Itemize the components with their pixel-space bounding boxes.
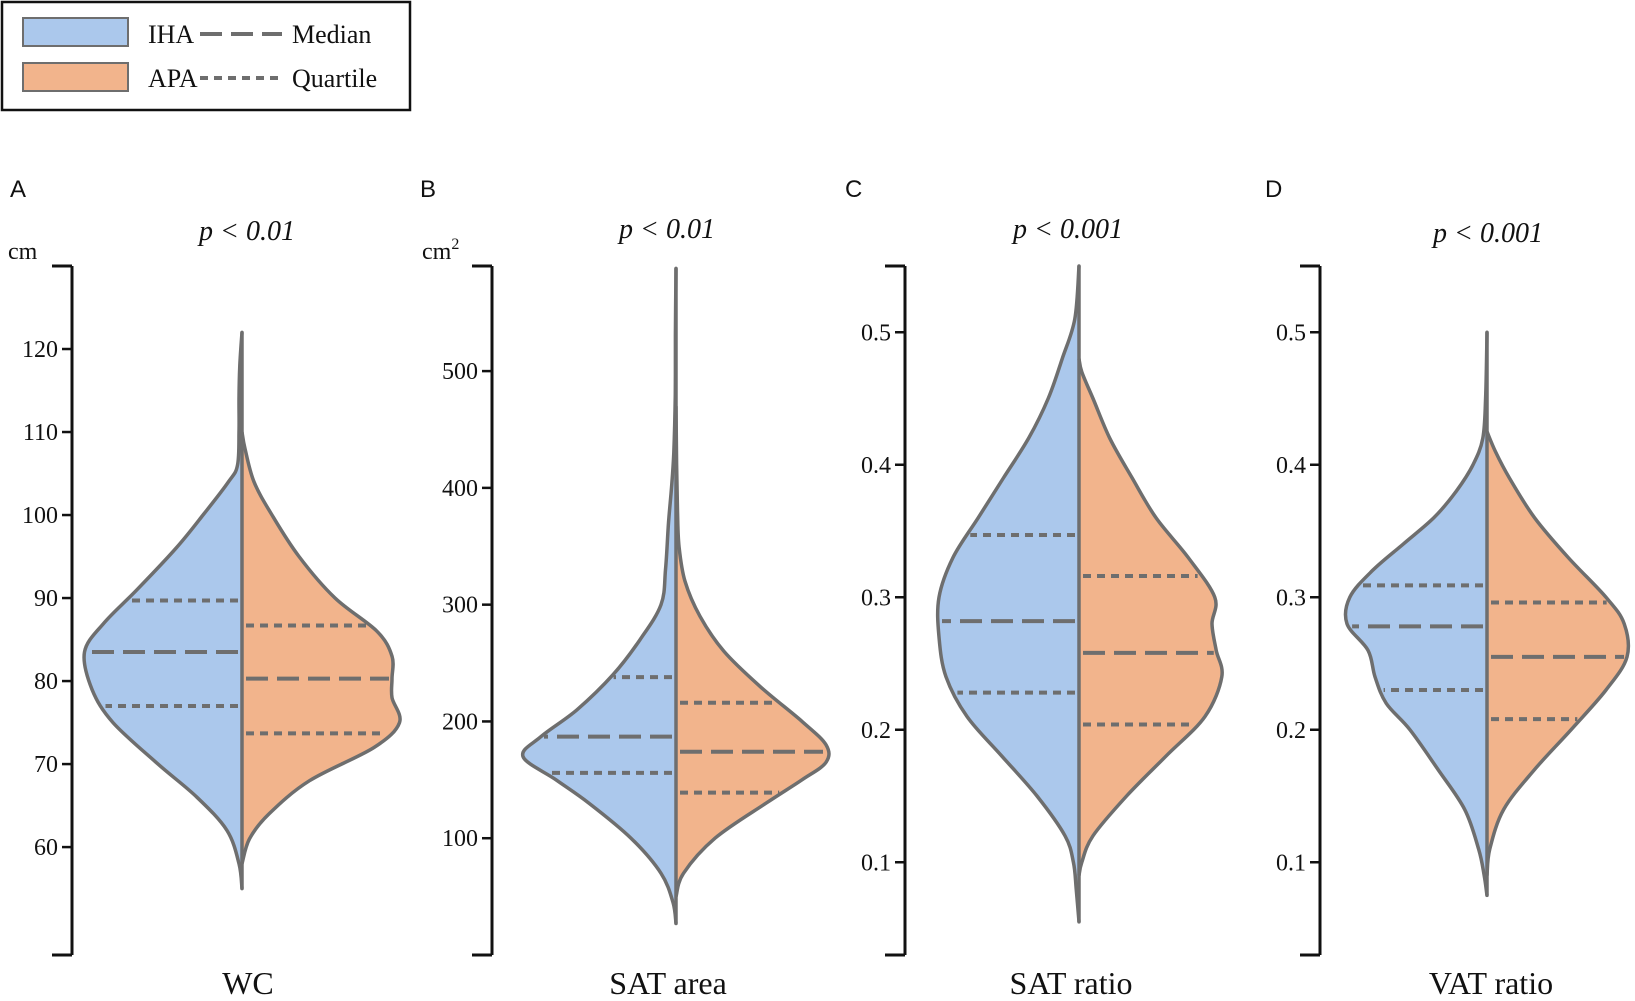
panel-a-y-tick-label: 110 xyxy=(23,420,58,446)
panel-a-y-tick-label: 90 xyxy=(34,586,58,612)
legend-quartile-label: Quartile xyxy=(292,64,377,93)
violin-plots: 607080901001101201002003004005000.10.20.… xyxy=(22,264,1631,957)
panel-b-y-unit: cm2 xyxy=(422,236,459,265)
panel-a-p-value: p < 0.01 xyxy=(197,216,295,247)
panel-a-y-tick-label: 60 xyxy=(34,835,58,861)
panel-c-y-tick-label: 0.2 xyxy=(861,718,891,744)
panel-a-letter: A xyxy=(10,176,26,203)
panel-c-apa-violin xyxy=(1079,358,1223,876)
legend-median-label: Median xyxy=(292,20,371,49)
panel-a-plot: 60 70 80 90 100 110 120 xyxy=(22,264,402,957)
panel-d-iha-outline xyxy=(1343,332,1489,896)
panel-b-apa-outline xyxy=(674,406,831,898)
panel-a: A p < 0.01 cm WC xyxy=(8,176,295,1001)
legend-iha-label: IHA xyxy=(148,20,194,49)
panel-a-y-tick-label: 120 xyxy=(22,337,58,363)
panel-b: B p < 0.01 cm2 SAT area xyxy=(420,176,727,1001)
panel-a-y-tick-label: 100 xyxy=(22,503,58,529)
legend: IHA APA Median Quartile xyxy=(0,0,412,112)
panel-c-y-tick-label: 0.4 xyxy=(861,453,891,479)
panel-d-y-tick-label: 0.5 xyxy=(1276,320,1306,346)
panel-b-iha-outline xyxy=(520,268,678,924)
panel-c-x-label: SAT ratio xyxy=(1010,965,1133,1001)
panel-d-iha-violin xyxy=(1345,332,1487,896)
panel-b-x-label: SAT area xyxy=(609,965,727,1001)
panel-d-plot: 0.1 0.2 0.3 0.4 0.5 xyxy=(1276,264,1631,957)
panel-a-y-unit: cm xyxy=(8,239,38,265)
panel-d: D p < 0.001 VAT ratio xyxy=(1265,176,1553,1001)
panel-d-y-tick-label: 0.4 xyxy=(1276,453,1306,479)
panel-b-p-value: p < 0.01 xyxy=(617,214,715,245)
panel-c: C p < 0.001 SAT ratio xyxy=(845,176,1132,1001)
panel-c-letter: C xyxy=(845,176,862,203)
panel-c-y-tick-label: 0.5 xyxy=(861,320,891,346)
panel-d-y-tick-label: 0.1 xyxy=(1276,850,1306,876)
panel-d-y-tick-label: 0.2 xyxy=(1276,718,1306,744)
panel-d-x-label: VAT ratio xyxy=(1429,965,1553,1001)
legend-iha-patch xyxy=(22,17,129,47)
panel-b-letter: B xyxy=(420,176,436,203)
panel-b-y-tick-label: 200 xyxy=(442,709,478,735)
panel-d-p-value: p < 0.001 xyxy=(1431,218,1543,249)
panel-c-y-tick-label: 0.1 xyxy=(861,850,891,876)
panel-c-iha-outline xyxy=(935,265,1081,923)
panel-a-iha-outline xyxy=(82,332,244,889)
panel-b-y-tick-label: 100 xyxy=(442,826,478,852)
panel-b-apa-violin xyxy=(676,406,829,897)
legend-apa-label: APA xyxy=(148,64,198,93)
panel-b-iha-violin xyxy=(522,268,676,924)
panel-c-apa-outline xyxy=(1077,358,1224,876)
legend-apa-patch xyxy=(22,62,129,92)
panel-b-y-tick-label: 300 xyxy=(442,593,478,619)
panel-b-plot: 100 200 300 400 500 xyxy=(442,264,831,957)
panel-d-y-tick-label: 0.3 xyxy=(1276,585,1306,611)
panel-a-apa-outline xyxy=(240,431,402,865)
panel-b-y-tick-label: 500 xyxy=(442,359,478,385)
panel-a-y-tick-label: 70 xyxy=(34,752,58,778)
panel-d-letter: D xyxy=(1265,176,1282,203)
panel-c-p-value: p < 0.001 xyxy=(1011,214,1123,245)
panel-a-iha-violin xyxy=(84,332,242,889)
panel-d-apa-outline xyxy=(1485,430,1631,876)
panel-c-y-tick-label: 0.3 xyxy=(861,585,891,611)
panel-c-iha-violin xyxy=(937,266,1079,922)
panel-a-x-label: WC xyxy=(222,965,274,1001)
panel-c-plot: 0.1 0.2 0.3 0.4 0.5 xyxy=(861,264,1224,957)
panel-b-y-tick-label: 400 xyxy=(442,476,478,502)
panel-a-apa-violin xyxy=(242,432,401,864)
panel-a-y-tick-label: 80 xyxy=(34,669,58,695)
panel-d-apa-violin xyxy=(1487,431,1629,876)
